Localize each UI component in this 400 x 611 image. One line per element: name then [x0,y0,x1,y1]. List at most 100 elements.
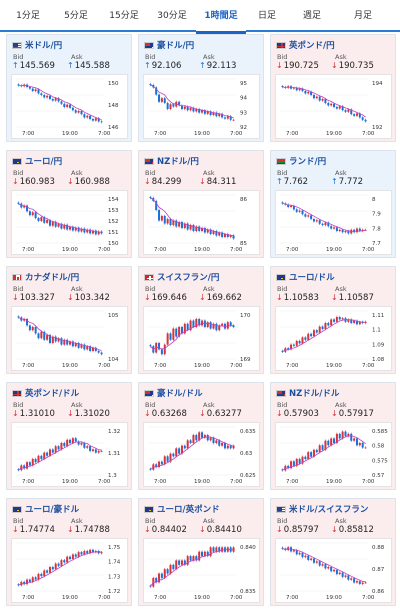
candle [166,103,169,109]
pair-title[interactable]: 豪ドル/ドル [144,387,203,399]
direction-arrow-icon: ↓ [144,293,151,302]
pair-title[interactable]: カナダドル/円 [12,271,79,283]
bid-value: ↓0.57903 [276,409,319,419]
bid-value: ↓0.63268 [144,409,187,419]
candle [226,234,229,237]
ask-label: Ask [335,401,347,409]
pair-title[interactable]: ユーロ/円 [12,155,62,167]
pair-title[interactable]: 米ドル/スイスフラン [276,503,368,515]
candlestick-chart: 1.321.311.37:00 19:00 7:00 [16,426,120,485]
pair-name: ユーロ/英ポンド [157,505,220,515]
tab-1[interactable]: 5分足 [64,11,88,21]
candle [37,89,40,94]
candle [361,117,364,120]
direction-arrow-icon: ↓ [276,525,283,534]
direction-arrow-icon: ↓ [276,61,283,70]
candle [358,443,361,446]
rate-card[interactable]: NZドル/円 Bid Ask ↓84.299 ↓84.311 86 85 7:00 19:00 7… [138,150,264,258]
y-tick-label: 0.585 [372,429,388,435]
rate-card[interactable]: 豪ドル/円 Bid Ask ↑92.106 ↑92.113 95 94 93 92 7:00 19:… [138,34,264,142]
candle [307,215,310,217]
price-chart[interactable]: 95 94 93 92 7:00 19:00 7:00 [143,74,260,139]
candle [17,84,20,86]
pair-title[interactable]: ユーロ/ドル [276,271,335,283]
bid-value: ↓160.983 [12,177,55,187]
candle [206,229,209,233]
pair-title[interactable]: NZドル/ドル [276,387,339,399]
candle [100,552,103,554]
rate-card[interactable]: ランド/円 Bid Ask ↑7.762 ↑7.772 8 7.9 7.8 7.7 7:00 19:… [270,150,396,258]
pair-title[interactable]: ランド/円 [276,155,326,167]
price-chart[interactable]: 1.32 1.31 1.3 7:00 19:00 7:00 [11,422,128,487]
ask-value: ↓190.735 [331,61,374,71]
candle [66,439,69,447]
candle [57,446,60,450]
pair-title[interactable]: ユーロ/豪ドル [12,503,79,515]
tab-2[interactable]: 15分足 [109,11,139,21]
rate-card[interactable]: 英ポンド/ドル Bid Ask ↓1.31010 ↓1.31020 1.32 1.31 1.3… [6,382,132,490]
price-chart[interactable]: 0.585 0.58 0.575 0.57 7:00 19:00 7:00 [275,422,392,487]
rate-card[interactable]: ユーロ/豪ドル Bid Ask ↓1.74774 ↓1.74788 1.75 1.74 1.7… [6,498,132,606]
pair-title[interactable]: 英ポンド/円 [276,39,335,51]
pair-title[interactable]: 豪ドル/円 [144,39,194,51]
rate-card[interactable]: ユーロ/英ポンド Bid Ask ↓0.84402 ↓0.84410 0.840 0.835… [138,498,264,606]
x-tick-label: 19:00 [326,247,342,253]
rate-card[interactable]: カナダドル/円 Bid Ask ↓103.327 ↓103.342 105 104 7:00 1… [6,266,132,374]
candle [91,347,94,351]
price-chart[interactable]: 8 7.9 7.8 7.7 7:00 19:00 7:00 [275,190,392,255]
pair-title[interactable]: 英ポンド/ドル [12,387,79,399]
candle [51,449,54,453]
tab-3[interactable]: 30分足 [157,11,187,21]
price-chart[interactable]: 154 153 152 151 150 7:00 19:00 7:00 [11,190,128,255]
price-chart[interactable]: 105 104 7:00 19:00 7:00 [11,306,128,371]
rate-card[interactable]: スイスフラン/円 Bid Ask ↓169.646 ↓169.662 170 169 7:00… [138,266,264,374]
candle [155,464,158,467]
y-tick-label: 86 [240,197,247,203]
x-tick-label: 7:00 [154,595,167,601]
pair-title[interactable]: スイスフラン/円 [144,271,219,283]
price-chart[interactable]: 1.75 1.74 1.73 1.72 7:00 19:00 7:00 [11,538,128,603]
moving-average-line [18,441,102,471]
price-chart[interactable]: 194 192 7:00 19:00 7:00 [275,74,392,139]
candle [54,446,57,453]
price-chart[interactable]: 0.635 0.63 0.625 7:00 19:00 7:00 [143,422,260,487]
pair-title[interactable]: NZドル/円 [144,155,199,167]
candle [189,107,192,111]
rate-card[interactable]: ユーロ/ドル Bid Ask ↓1.10583 ↓1.10587 1.11 1.1 1.09 1… [270,266,396,374]
candle [209,111,212,115]
candle [91,119,94,121]
tab-6[interactable]: 週足 [302,11,321,21]
rate-card[interactable]: 英ポンド/円 Bid Ask ↓190.725 ↓190.735 194 192 7:00 19… [270,34,396,142]
tab-7[interactable]: 月足 [353,11,372,21]
y-tick-label: 1.74 [108,560,121,566]
rate-card[interactable]: 豪ドル/ドル Bid Ask ↓0.63268 ↓0.63277 0.635 0.63 0.6… [138,382,264,490]
price-chart[interactable]: 170 169 7:00 19:00 7:00 [143,306,260,371]
pair-title[interactable]: ユーロ/英ポンド [144,503,220,515]
price-chart[interactable]: 1.11 1.1 1.09 1.08 7:00 19:00 7:00 [275,306,392,371]
bid-value: ↑7.762 [276,177,309,187]
price-chart[interactable]: 0.88 0.87 0.86 7:00 19:00 7:00 [275,538,392,603]
pair-title[interactable]: 米ドル/円 [12,39,62,51]
rate-card[interactable]: NZドル/ドル Bid Ask ↓0.57903 ↓0.57917 0.585 0.58 0.… [270,382,396,490]
ask-label: Ask [71,517,83,525]
rate-card[interactable]: ユーロ/円 Bid Ask ↓160.983 ↓160.988 154 153 152 151 1… [6,150,132,258]
price-chart[interactable]: 0.840 0.835 7:00 19:00 7:00 [143,538,260,603]
flag-icon [144,389,154,397]
y-tick-label: 169 [240,357,251,363]
candle [292,87,295,89]
rate-card[interactable]: 米ドル/円 Bid Ask ↑145.569 ↑145.588 150 148 146 7:00… [6,34,132,142]
candle [355,113,358,116]
tab-4[interactable]: 1時間足 [196,0,246,34]
tab-5[interactable]: 日足 [257,11,276,21]
price-chart[interactable]: 86 85 7:00 19:00 7:00 [143,190,260,255]
direction-arrow-icon: ↓ [276,293,283,302]
candle [221,547,224,552]
candle [353,320,356,323]
y-tick-label: 1.11 [372,313,384,319]
tab-0[interactable]: 1分足 [16,11,40,21]
price-chart[interactable]: 150 148 146 7:00 19:00 7:00 [11,74,128,139]
candle [57,98,60,102]
candle [215,547,218,552]
candle [189,440,192,443]
rate-card[interactable]: 米ドル/スイスフラン Bid Ask ↓0.85797 ↓0.85812 0.88 0.87… [270,498,396,606]
